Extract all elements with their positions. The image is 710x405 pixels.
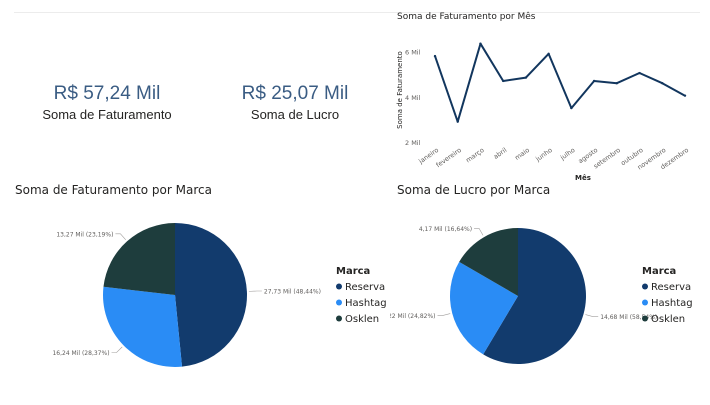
x-tick-label: fevereiro <box>435 146 463 169</box>
x-tick-label: junho <box>534 146 554 164</box>
data-point-novembro <box>661 82 664 85</box>
legend-title: Marca <box>336 266 370 277</box>
pie-lucro-title: Soma de Lucro por Marca <box>397 183 551 197</box>
series-line-faturamento <box>434 42 686 123</box>
legend-title: Marca <box>642 266 676 277</box>
legend-item-osklen: Osklen <box>345 314 379 325</box>
legend-item-hashtag: Hashtag <box>345 298 387 309</box>
data-point-abril <box>501 79 505 83</box>
data-label-leader <box>115 233 126 240</box>
x-axis-title: Mês <box>575 174 591 182</box>
pie-slice-osklen <box>459 228 518 296</box>
x-tick-label: julho <box>558 146 576 162</box>
x-tick-label: março <box>464 146 485 164</box>
data-point-fevereiro <box>456 120 459 123</box>
data-label-leader <box>474 228 484 236</box>
y-tick-label: 2 Mil <box>405 139 421 147</box>
data-point-junho <box>547 52 550 56</box>
legend-marker <box>642 315 648 322</box>
data-point-setembro <box>615 82 619 85</box>
header-divider <box>14 12 700 13</box>
data-point-outubro <box>638 71 641 75</box>
pie-faturamento-chart[interactable]: 27,73 Mil (48,44%) 16,24 Mil (28,37%) 13,2… <box>0 200 390 400</box>
data-label-osklen: 4,17 Mil (16,64%) <box>419 226 472 233</box>
data-point-agosto <box>592 79 596 83</box>
data-point-janeiro <box>433 54 437 58</box>
data-point-dezembro <box>683 94 687 97</box>
legend-marker <box>336 299 342 306</box>
data-label-leader <box>111 346 123 353</box>
legend-marker <box>642 299 648 306</box>
legend-item-reserva: Reserva <box>651 282 691 293</box>
y-axis-title: Soma de Faturamento <box>396 51 404 129</box>
data-label-reserva: 14,68 Mil (58,54%) <box>600 314 657 321</box>
kpi-lucro-value: R$ 25,07 Mil <box>241 83 349 104</box>
pie-slice-reserva <box>483 228 586 364</box>
data-label-hashtag: 6,22 Mil (24,82%) <box>390 313 435 320</box>
kpi-faturamento-label: Soma de Faturamento <box>42 107 172 122</box>
pie-slice-reserva <box>175 223 247 367</box>
data-label-hashtag: 16,24 Mil (28,37%) <box>52 350 109 357</box>
x-tick-label: abril <box>492 146 509 161</box>
legend-item-hashtag: Hashtag <box>651 298 693 309</box>
data-point-julho <box>570 106 573 110</box>
data-label-leader <box>437 313 451 316</box>
y-tick-label: 6 Mil <box>405 49 421 57</box>
data-label-leader <box>585 314 599 318</box>
y-tick-label: 4 Mil <box>405 94 421 102</box>
kpi-lucro-label: Soma de Lucro <box>250 107 340 122</box>
pie-faturamento-title: Soma de Faturamento por Marca <box>15 183 212 197</box>
legend-item-osklen: Osklen <box>651 314 685 325</box>
legend-item-reserva: Reserva <box>345 282 385 293</box>
legend-marker <box>642 283 648 290</box>
pie-slice-hashtag <box>103 286 183 367</box>
x-tick-label: maio <box>513 146 531 162</box>
pie-lucro-chart[interactable]: 14,68 Mil (58,54%) 6,22 Mil (24,82%) 4,17 … <box>390 200 710 400</box>
legend-marker <box>336 283 342 290</box>
legend-marker <box>336 315 342 322</box>
kpi-faturamento-value: R$ 57,24 Mil <box>53 83 161 104</box>
pie-slice-osklen <box>103 223 175 295</box>
pie-slice-hashtag <box>450 261 518 355</box>
data-point-maio <box>524 76 528 79</box>
data-label-reserva: 27,73 Mil (48,44%) <box>264 288 321 295</box>
data-point-março <box>479 42 482 45</box>
data-label-osklen: 13,27 Mil (23,19%) <box>56 231 113 238</box>
line-chart-title: Soma de Faturamento por Mês <box>397 12 536 22</box>
